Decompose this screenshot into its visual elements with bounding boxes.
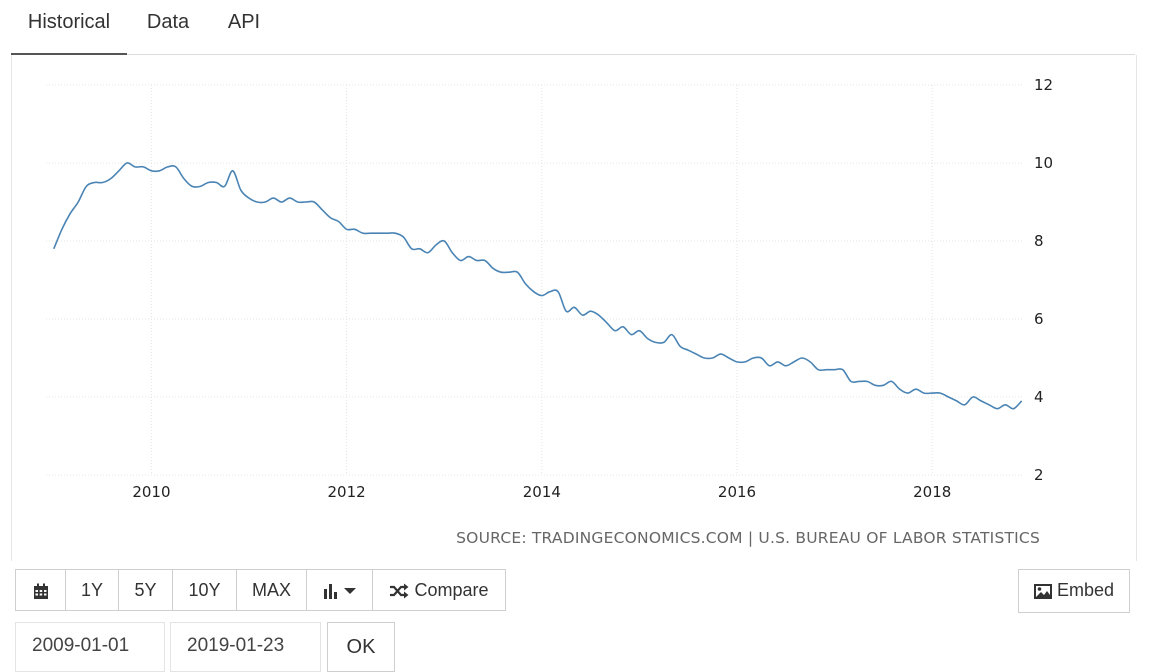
tab-historical[interactable]: Historical: [11, 0, 127, 55]
ok-button[interactable]: OK: [327, 622, 395, 672]
range-1y-button[interactable]: 1Y: [65, 569, 119, 611]
x-tick-label: 2010: [132, 483, 170, 501]
x-tick-label: 2014: [523, 483, 561, 501]
bar-chart-icon: [323, 584, 337, 600]
x-tick-label: 2012: [328, 483, 366, 501]
source-attribution: SOURCE: TRADINGECONOMICS.COM | U.S. BURE…: [456, 529, 1040, 547]
end-date-input[interactable]: 2019-01-23: [170, 622, 321, 672]
chart-type-button[interactable]: [306, 569, 373, 611]
chart-panel: 2 4 6 8 10 12 2010 2012 2014 2016 2018 SOURCE: TRA…: [11, 55, 1137, 561]
y-tick-label: 4: [1034, 388, 1044, 406]
y-tick-label: 12: [1034, 76, 1053, 94]
x-tick-label: 2018: [913, 483, 951, 501]
range-max-button[interactable]: MAX: [236, 569, 307, 611]
y-tick-label: 10: [1034, 154, 1053, 172]
x-tick-label: 2016: [718, 483, 756, 501]
embed-label: Embed: [1056, 580, 1115, 600]
compare-button[interactable]: Compare: [372, 569, 506, 611]
start-date-input[interactable]: 2009-01-01: [15, 622, 165, 672]
compare-label: Compare: [414, 580, 489, 600]
series-line-0: [53, 162, 1023, 410]
caret-down-icon: [344, 588, 356, 595]
calendar-button[interactable]: [15, 569, 66, 611]
y-tick-label: 8: [1034, 232, 1044, 250]
image-icon: [1033, 583, 1052, 599]
tab-api[interactable]: API: [227, 11, 261, 33]
calendar-icon: [33, 583, 48, 599]
embed-button[interactable]: Embed: [1018, 569, 1130, 613]
range-10y-button[interactable]: 10Y: [172, 569, 237, 611]
line-chart: 2 4 6 8 10 12 2010 2012 2014 2016 2018: [46, 76, 1053, 501]
shuffle-icon: [390, 583, 409, 599]
y-tick-label: 6: [1034, 310, 1044, 328]
tab-bar: Historical Data API: [11, 0, 1135, 55]
range-5y-button[interactable]: 5Y: [118, 569, 173, 611]
tab-data[interactable]: Data: [146, 11, 190, 33]
y-tick-label: 2: [1034, 466, 1044, 484]
